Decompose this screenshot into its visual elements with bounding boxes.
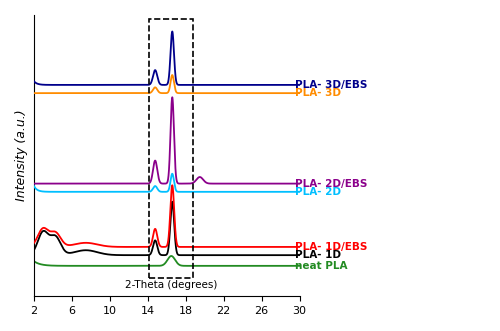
Text: PLA- 1D: PLA- 1D xyxy=(295,250,341,260)
Text: PLA- 3D/EBS: PLA- 3D/EBS xyxy=(295,80,367,90)
Text: 2-Theta (degrees): 2-Theta (degrees) xyxy=(125,280,218,290)
Text: PLA- 1D/EBS: PLA- 1D/EBS xyxy=(295,242,367,252)
Text: PLA- 2D/EBS: PLA- 2D/EBS xyxy=(295,179,367,189)
Text: PLA- 3D: PLA- 3D xyxy=(295,88,341,98)
Y-axis label: Intensity (a.u.): Intensity (a.u.) xyxy=(15,110,28,202)
Text: neat PLA: neat PLA xyxy=(295,261,348,271)
Text: PLA- 2D: PLA- 2D xyxy=(295,187,341,197)
